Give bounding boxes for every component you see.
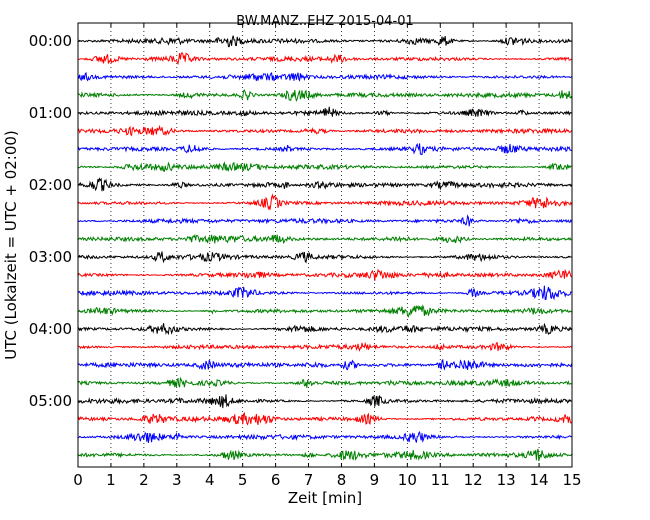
x-tick-label: 14 [530,471,549,489]
trace-row [77,376,572,388]
trace-row [77,322,573,336]
trace-row [77,106,572,118]
x-tick-label: 4 [205,471,215,489]
chart-title: BW.MANZ..EHZ 2015-04-01 [236,14,414,29]
trace-row [77,448,573,462]
trace-row [77,430,572,444]
trace-row [77,341,572,352]
trace-row [77,285,572,301]
x-tick-label: 5 [238,471,248,489]
x-tick-label: 12 [464,471,483,489]
x-tick-label: 11 [431,471,450,489]
seismic-traces [77,35,573,462]
x-tick-label: 6 [271,471,281,489]
trace-row [77,304,572,318]
y-tick-label: 00:00 [29,32,72,50]
y-ticks: 00:00 01:00 02:00 03:00 04:00 05:00 [29,32,572,410]
trace-row [77,214,573,227]
x-tick-label: 10 [398,471,417,489]
y-tick-label: 03:00 [29,248,72,266]
trace-row [77,89,573,103]
x-tick-label: 3 [172,471,182,489]
y-tick-label: 01:00 [29,104,72,122]
x-tick-label: 2 [139,471,149,489]
plot-frame [77,22,573,468]
y-axis-label: UTC (Lokalzeit = UTC + 02:00) [2,130,20,360]
y-tick-label: 05:00 [29,392,72,410]
x-tick-label: 13 [497,471,516,489]
x-tick-label: 8 [337,471,347,489]
x-tick-label: 1 [106,471,116,489]
trace-row [77,233,572,244]
trace-row [77,51,572,66]
trace-row [77,193,573,211]
trace-row [77,411,572,426]
x-tick-label: 7 [304,471,314,489]
x-tick-label: 15 [562,471,581,489]
trace-row [77,124,573,137]
trace-row [77,177,572,192]
trace-row [77,71,572,82]
y-tick-label: 04:00 [29,320,72,338]
trace-row [77,143,572,156]
x-ticks: 0 1 2 3 4 5 6 7 8 9 10 11 12 13 14 15 [73,23,582,489]
trace-row [77,358,573,371]
trace-row [77,394,572,409]
trace-row [77,35,572,48]
x-axis-label: Zeit [min] [288,489,362,507]
x-tick-label: 0 [73,471,83,489]
trace-row [77,161,572,173]
y-tick-label: 02:00 [29,176,72,194]
trace-row [77,251,572,264]
trace-row [77,268,572,281]
x-tick-label: 9 [370,471,380,489]
